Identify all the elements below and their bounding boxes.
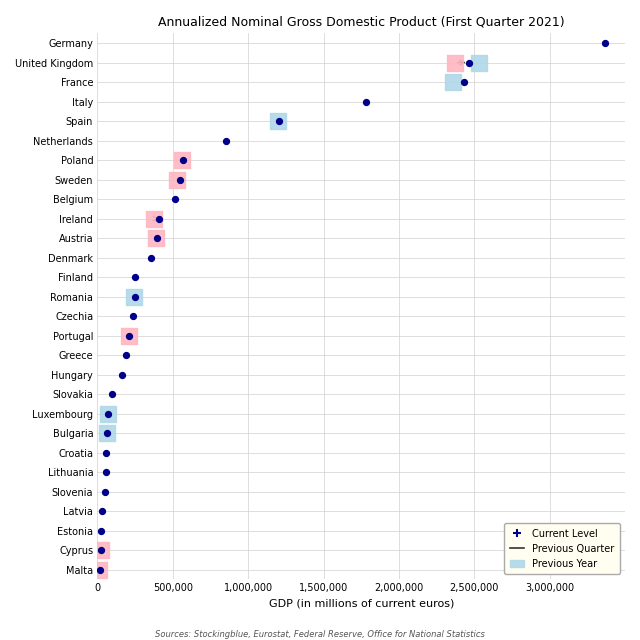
Point (145, 252, 156, 262)
Point (221, 136, 232, 146)
Point (129, 291, 140, 301)
Legend: Current Level, Previous Quarter, Previous Year: Current Level, Previous Quarter, Previou… (504, 523, 620, 575)
Point (178, 155, 188, 165)
Point (102, 428, 112, 438)
Point (95, 545, 106, 555)
Point (95, 564, 105, 575)
Point (117, 369, 127, 380)
Point (129, 272, 140, 282)
Point (124, 330, 134, 340)
Point (177, 155, 187, 165)
Point (463, 58, 474, 68)
Point (152, 233, 162, 243)
Point (448, 77, 458, 87)
Point (149, 214, 159, 224)
Point (458, 77, 468, 87)
Point (175, 175, 185, 185)
Point (124, 330, 134, 340)
Point (102, 408, 113, 419)
Point (100, 447, 111, 458)
Point (97, 506, 108, 516)
Title: Annualized Nominal Gross Domestic Product (First Quarter 2021): Annualized Nominal Gross Domestic Produc… (158, 15, 564, 28)
Point (151, 233, 161, 243)
Point (94, 564, 104, 575)
Text: Sources: Stockingblue, Eurostat, Federal Reserve, Office for National Statistics: Sources: Stockingblue, Eurostat, Federal… (155, 630, 485, 639)
Point (474, 58, 484, 68)
Point (274, 116, 284, 126)
Point (154, 214, 164, 224)
Point (103, 408, 113, 419)
Point (102, 428, 112, 438)
Point (600, 38, 610, 48)
Point (361, 97, 371, 107)
Point (97, 525, 107, 536)
Point (95, 545, 106, 555)
Point (107, 389, 117, 399)
Point (128, 311, 138, 321)
Point (273, 116, 283, 126)
Point (170, 194, 180, 204)
X-axis label: GDP (in millions of current euros): GDP (in millions of current euros) (269, 599, 454, 609)
Point (449, 58, 460, 68)
Point (130, 291, 140, 301)
Point (100, 467, 111, 477)
Point (120, 350, 131, 360)
Point (100, 486, 110, 497)
Point (172, 175, 182, 185)
